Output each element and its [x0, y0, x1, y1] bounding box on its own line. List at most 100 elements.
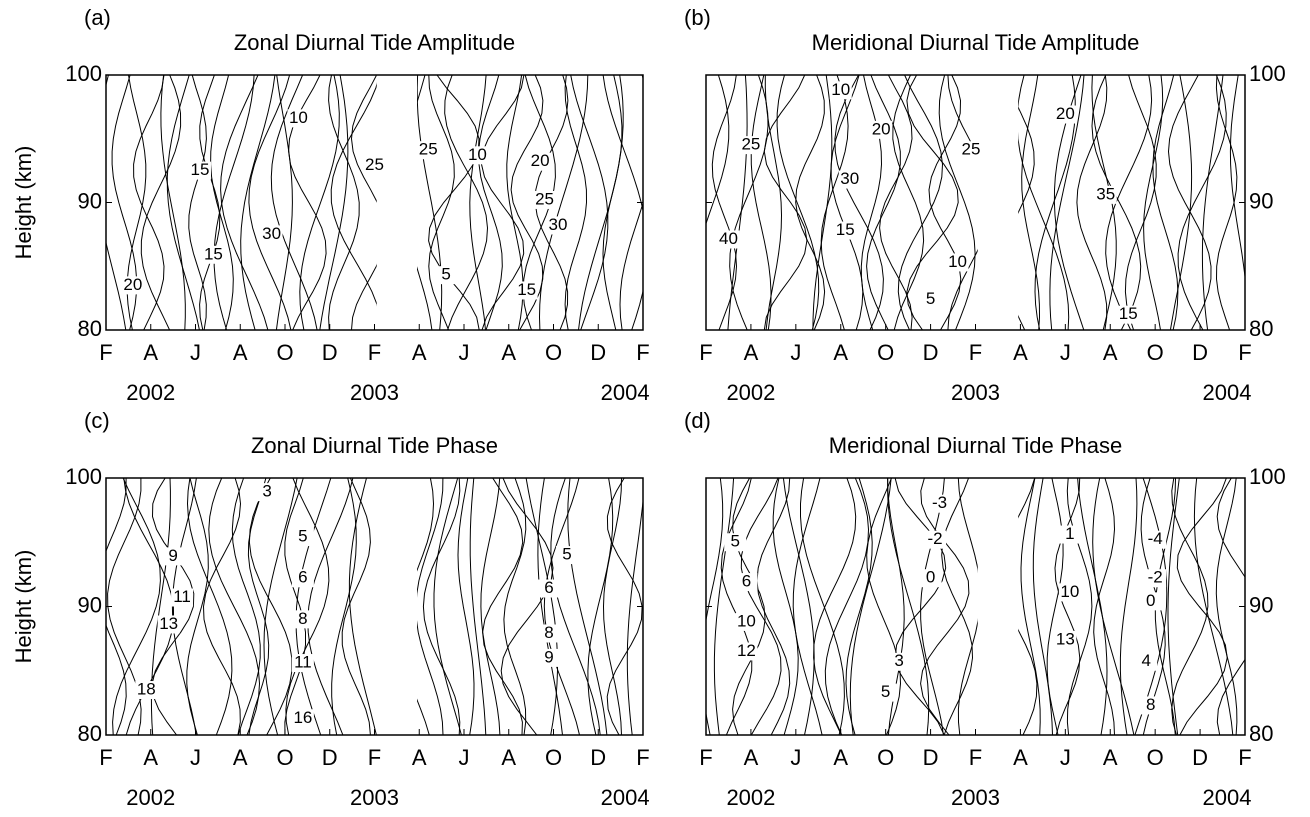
- contour-label-bg: [260, 225, 283, 244]
- contour-label: 11: [294, 653, 312, 672]
- contour-line: [1119, 478, 1138, 735]
- contour-line: [834, 75, 884, 330]
- contour-line: [263, 478, 298, 735]
- contour-line: [1167, 478, 1180, 735]
- data-gap: [977, 75, 1019, 330]
- contour-label-bg: [1058, 583, 1081, 602]
- contour-label-bg: [1144, 569, 1167, 588]
- contour-label: 20: [123, 275, 142, 294]
- contour-label-bg: [1094, 185, 1117, 204]
- panel-title: Zonal Diurnal Tide Phase: [251, 433, 498, 458]
- contour-label-bg: [1135, 652, 1158, 671]
- y-tick-label: 100: [65, 61, 102, 86]
- contour-line: [285, 478, 330, 735]
- panel-label: (a): [84, 5, 111, 30]
- contour-label-bg: [121, 276, 144, 295]
- contour-label: -4: [1148, 529, 1163, 548]
- contour-label-bg: [1054, 105, 1077, 124]
- contour-line: [764, 75, 783, 330]
- contour-label-bg: [162, 547, 185, 566]
- contour-label: 10: [1060, 582, 1079, 601]
- panel-title: Meridional Diurnal Tide Amplitude: [812, 30, 1140, 55]
- year-label: 2004: [601, 785, 650, 810]
- contour-label-bg: [287, 109, 310, 128]
- contour-label: 10: [468, 145, 487, 164]
- contour-line: [567, 478, 608, 735]
- x-tick-label: O: [877, 745, 894, 770]
- contour-label-bg: [946, 253, 969, 272]
- x-tick-label: D: [590, 340, 606, 365]
- contour-label-bg: [135, 681, 158, 700]
- contour-line: [897, 75, 944, 330]
- contour-line: [1169, 75, 1193, 330]
- contour-label: -2: [1148, 568, 1163, 587]
- x-tick-label: A: [233, 745, 248, 770]
- y-tick-label: 100: [65, 464, 102, 489]
- contour-line: [428, 75, 480, 330]
- contour-line: [538, 75, 589, 330]
- x-tick-label: A: [1013, 745, 1028, 770]
- contour-line: [480, 75, 525, 330]
- contour-line: [756, 478, 791, 735]
- year-label: 2002: [726, 785, 775, 810]
- contour-label-bg: [157, 615, 180, 634]
- contour-label-bg: [555, 546, 578, 565]
- contour-line: [106, 75, 127, 330]
- contour-label-bg: [735, 642, 758, 661]
- contour-label-bg: [919, 290, 942, 309]
- x-tick-label: D: [923, 340, 939, 365]
- x-tick-label: A: [1103, 745, 1118, 770]
- contour-label-bg: [960, 141, 983, 160]
- x-tick-label: D: [923, 745, 939, 770]
- contour-label: 20: [1056, 104, 1075, 123]
- contour-label-bg: [924, 530, 947, 549]
- contour-label-bg: [435, 266, 458, 285]
- panel-label: (d): [684, 408, 711, 433]
- x-tick-label: J: [459, 340, 470, 365]
- x-tick-label: J: [1060, 745, 1071, 770]
- contour-label: 1: [1065, 524, 1074, 543]
- contour-label: 3: [894, 651, 903, 670]
- contour-label-bg: [1139, 592, 1162, 611]
- contour-line: [208, 478, 261, 735]
- contour-line: [782, 478, 815, 735]
- contour-label-bg: [919, 569, 942, 588]
- contour-line: [792, 478, 823, 735]
- contour-line: [820, 75, 849, 330]
- contour-line: [469, 75, 487, 330]
- contour-line: [1229, 75, 1245, 282]
- contour-line: [941, 478, 974, 735]
- contour-line: [1077, 478, 1108, 735]
- year-label: 2002: [126, 380, 175, 405]
- contour-line: [1134, 478, 1168, 735]
- contour-line: [328, 75, 360, 330]
- contour-label: 10: [948, 252, 967, 271]
- contour-line: [887, 478, 930, 735]
- x-tick-label: F: [1238, 745, 1251, 770]
- contour-label-bg: [1117, 305, 1140, 324]
- x-tick-label: A: [143, 340, 158, 365]
- contour-line: [720, 478, 753, 735]
- x-tick-label: F: [368, 745, 381, 770]
- data-gap: [376, 75, 418, 330]
- contour-label-bg: [546, 216, 569, 235]
- contour-line: [1049, 75, 1085, 330]
- x-tick-label: A: [501, 340, 516, 365]
- contour-label: -2: [928, 529, 943, 548]
- contour-line: [416, 75, 443, 330]
- contour-line: [341, 478, 371, 735]
- contour-label-bg: [529, 152, 552, 171]
- contour-label: 15: [1119, 304, 1138, 323]
- contour-line: [894, 478, 947, 735]
- contour-label: 5: [298, 527, 307, 546]
- contour-line: [813, 478, 857, 735]
- contour-label-bg: [717, 230, 740, 249]
- y-tick-label: 80: [1249, 721, 1273, 746]
- contour-line: [186, 478, 233, 735]
- x-tick-label: F: [636, 340, 649, 365]
- contour-label: 10: [831, 80, 850, 99]
- contour-line: [1054, 478, 1081, 735]
- contour-line: [284, 478, 306, 735]
- contour-line: [457, 478, 475, 735]
- contour-line: [772, 478, 799, 735]
